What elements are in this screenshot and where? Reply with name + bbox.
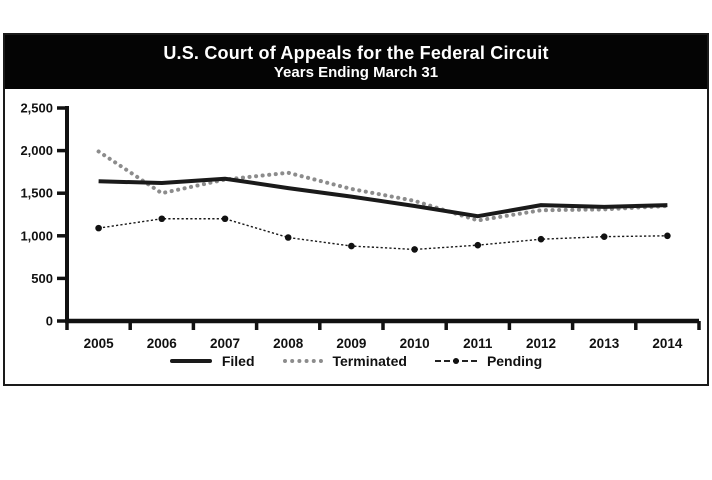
pending-marker: [95, 224, 102, 232]
series-line-pending: [98, 218, 668, 251]
pending-marker: [664, 232, 671, 240]
pending-marker: [158, 215, 166, 223]
pending-marker: [411, 246, 418, 253]
y-axis-tick-label: 500: [31, 271, 53, 286]
pending-marker: [348, 242, 355, 250]
y-axis-tick-label: 1,000: [20, 228, 53, 243]
x-axis-tick-label: 2013: [589, 336, 620, 349]
pending-marker: [537, 235, 545, 243]
pending-line-swatch: [434, 358, 477, 364]
x-axis-tick-label: 2005: [84, 336, 115, 349]
legend-item-filed: Filed: [169, 353, 255, 369]
x-axis-tick-label: 2011: [463, 336, 493, 349]
chart-legend: Filed Terminated Pending: [5, 353, 707, 369]
pending-marker-icon: [452, 358, 459, 364]
y-axis-tick-label: 1,500: [20, 186, 53, 201]
filed-line-swatch: [169, 359, 212, 363]
pending-marker: [221, 215, 229, 223]
chart-title-banner: U.S. Court of Appeals for the Federal Ci…: [5, 35, 707, 89]
series-line-filed: [98, 176, 668, 219]
x-axis-tick-label: 2010: [400, 336, 430, 349]
legend-item-pending: Pending: [434, 353, 543, 369]
y-axis-tick-label: 2,500: [20, 101, 53, 116]
legend-label-pending: Pending: [486, 353, 543, 369]
chart-panel: U.S. Court of Appeals for the Federal Ci…: [3, 33, 709, 386]
x-axis-tick-label: 2009: [336, 336, 366, 349]
line-chart: 0 500 1,000 1,500 2,000 2,500 2005 2006 2007 2008…: [5, 95, 707, 349]
terminated-line-swatch: [282, 359, 323, 363]
pending-marker: [284, 234, 292, 241]
pending-marker: [600, 233, 608, 240]
x-axis-tick-label: 2006: [147, 336, 178, 349]
legend-item-terminated: Terminated: [282, 353, 407, 369]
line-chart-svg: 0 500 1,000 1,500 2,000 2,500 2005 2006 2007 2008…: [20, 101, 701, 349]
x-axis-tick-label: 2014: [652, 336, 683, 349]
legend-label-filed: Filed: [221, 353, 255, 369]
chart-subtitle: Years Ending March 31: [273, 64, 439, 81]
legend-label-terminated: Terminated: [332, 353, 407, 369]
y-axis-tick-label: 2,000: [20, 143, 53, 158]
series-line-terminated: [96, 149, 670, 223]
x-axis-tick-label: 2012: [526, 336, 556, 349]
y-axis-tick-label: 0: [46, 314, 53, 329]
chart-title: U.S. Court of Appeals for the Federal Ci…: [163, 43, 549, 63]
x-axis-tick-label: 2007: [210, 336, 240, 349]
pending-marker: [474, 241, 482, 249]
x-axis-tick-label: 2008: [273, 336, 304, 349]
